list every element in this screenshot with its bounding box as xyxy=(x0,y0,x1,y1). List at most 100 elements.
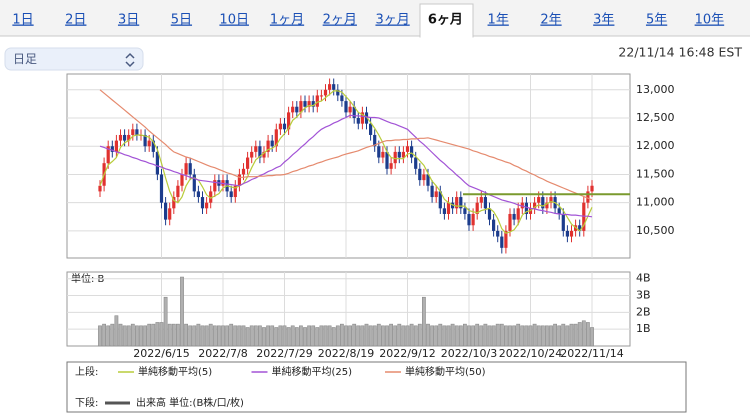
volume-bar xyxy=(536,325,541,347)
candle-body xyxy=(500,236,504,248)
period-tab[interactable]: 2ヶ月 xyxy=(323,13,357,28)
period-tab[interactable]: 10年 xyxy=(695,13,725,28)
volume-bar xyxy=(286,327,291,347)
candle-body xyxy=(533,202,537,209)
candle-body xyxy=(471,213,475,226)
candle-body xyxy=(492,219,496,231)
candle-body xyxy=(467,213,471,226)
period-tab[interactable]: 5日 xyxy=(171,13,192,28)
candle-body xyxy=(377,146,381,158)
candle-body xyxy=(241,168,246,175)
candle-body xyxy=(578,225,582,231)
legend-label: 単純移動平均(25) xyxy=(272,365,353,378)
volume-bar xyxy=(315,327,320,347)
volume-bar xyxy=(204,325,209,347)
volume-bar xyxy=(544,325,549,347)
candle-body xyxy=(270,140,274,147)
period-tab[interactable]: 1ヶ月 xyxy=(270,13,304,28)
interval-selector[interactable] xyxy=(4,47,144,71)
candle-body xyxy=(278,123,282,130)
moving-average-line xyxy=(99,114,593,218)
volume-bar xyxy=(282,325,287,347)
period-tab[interactable]: 3日 xyxy=(118,13,139,28)
volume-bar xyxy=(397,323,402,347)
volume-bar xyxy=(426,323,430,347)
volume-bar xyxy=(467,325,471,347)
period-tab[interactable]: 1年 xyxy=(488,13,509,28)
volume-bar xyxy=(516,323,521,347)
legend-lower-label: 下段: xyxy=(75,396,98,409)
volume-bar xyxy=(430,325,435,347)
volume-bar xyxy=(577,322,582,347)
candle-body xyxy=(418,168,422,181)
candle-body xyxy=(164,202,168,220)
candle-body xyxy=(487,208,492,220)
volume-bar xyxy=(557,325,562,347)
candle-body xyxy=(397,151,401,158)
volume-bar xyxy=(327,325,332,347)
period-tab[interactable]: 5年 xyxy=(646,13,667,28)
period-tab[interactable]: 2日 xyxy=(65,13,86,28)
candle-body xyxy=(98,185,102,192)
volume-bar xyxy=(155,322,160,347)
candle-body xyxy=(524,202,528,214)
candle-body xyxy=(352,106,356,119)
volume-bar xyxy=(241,325,246,347)
volume-bar xyxy=(139,325,143,347)
volume-bar xyxy=(553,323,558,347)
candle-body xyxy=(336,89,340,96)
period-tab[interactable]: 1日 xyxy=(12,13,33,28)
candle-body xyxy=(479,197,483,203)
volume-bar xyxy=(294,327,299,347)
period-tab[interactable]: 3ヶ月 xyxy=(375,13,409,28)
candle-body xyxy=(233,185,237,198)
candle-body xyxy=(369,123,373,135)
candle-body xyxy=(282,123,287,130)
candle-body xyxy=(565,230,569,237)
period-tab[interactable]: 6ヶ月 xyxy=(428,13,463,28)
candle-body xyxy=(291,106,295,113)
candle-body xyxy=(135,129,139,135)
volume-bar xyxy=(360,325,365,347)
y-tick-label: 3B xyxy=(636,289,651,302)
candle-body xyxy=(545,202,549,209)
candle-body xyxy=(455,197,459,209)
candle-body xyxy=(405,146,410,152)
candle-body xyxy=(123,134,127,141)
period-tab[interactable]: 2年 xyxy=(540,13,561,28)
candle-body xyxy=(118,134,123,141)
volume-bar xyxy=(253,325,258,347)
legend-label: 単純移動平均(5) xyxy=(138,365,212,378)
candle-body xyxy=(287,112,291,130)
volume-bar xyxy=(471,325,476,347)
candle-body xyxy=(250,151,254,158)
selector-text[interactable]: 日足 xyxy=(13,52,37,66)
volume-bar xyxy=(171,323,176,347)
period-tab[interactable]: 10日 xyxy=(219,13,249,28)
volume-bar xyxy=(417,323,422,347)
volume-bar xyxy=(130,323,135,347)
volume-bar xyxy=(257,325,262,347)
candle-body xyxy=(307,101,311,107)
period-tab[interactable]: 3年 xyxy=(593,13,614,28)
volume-bar xyxy=(450,323,455,347)
volume-bar xyxy=(458,325,463,347)
candle-body xyxy=(360,112,364,124)
y-tick-label: 1B xyxy=(636,322,651,335)
x-tick-label: 2022/7/29 xyxy=(256,347,312,360)
y-tick-label: 11,500 xyxy=(636,167,675,180)
legend-box xyxy=(66,361,687,413)
volume-bar xyxy=(524,325,529,347)
candle-body xyxy=(196,191,200,198)
candle-body xyxy=(541,197,545,209)
volume-bar xyxy=(196,323,201,347)
candle-body xyxy=(385,151,389,169)
candle-body xyxy=(258,146,262,158)
volume-bar xyxy=(508,325,512,347)
candle-body xyxy=(200,197,205,209)
volume-bar xyxy=(335,325,340,347)
candle-body xyxy=(364,112,369,124)
volume-bar xyxy=(270,325,275,347)
volume-bar xyxy=(573,323,578,347)
volume-bar xyxy=(102,323,107,347)
